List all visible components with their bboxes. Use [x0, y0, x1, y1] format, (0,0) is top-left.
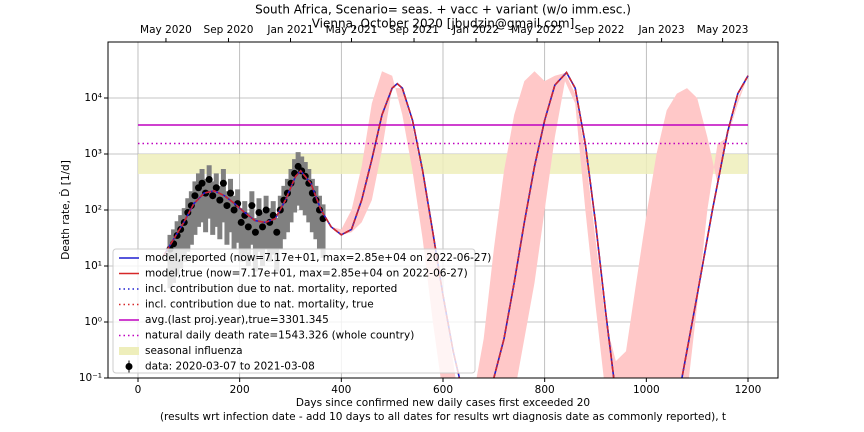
top-tick-label: May 2023 [697, 24, 749, 36]
x-tick-label: 600 [433, 384, 453, 396]
legend-label: seasonal influenza [145, 345, 243, 357]
top-tick-label: May 2020 [140, 24, 192, 36]
data-point [305, 179, 313, 187]
y-tick-label: 10⁴ [84, 92, 102, 104]
data-point [209, 192, 217, 200]
data-point [219, 179, 227, 187]
legend-label: data: 2020-03-07 to 2021-03-08 [145, 361, 315, 373]
y-tick-label: 10⁻¹ [79, 372, 102, 384]
x-tick-label: 200 [230, 384, 250, 396]
legend-label: model,reported (now=7.17e+01, max=2.85e+… [145, 252, 491, 264]
data-point [212, 184, 220, 192]
top-tick-label: Sep 2020 [204, 24, 254, 36]
top-tick-label: May 2022 [511, 24, 563, 36]
y-tick-label: 10¹ [84, 260, 102, 272]
y-tick-label: 10³ [84, 148, 102, 160]
y-tick-label: 10² [84, 204, 102, 216]
data-point [191, 192, 199, 200]
plot-frame [107, 41, 779, 379]
data-point [251, 228, 259, 236]
data-point [216, 196, 224, 204]
top-tick-label: Jan 2022 [452, 24, 499, 36]
data-point [273, 228, 281, 236]
legend-label: model,true (now=7.17e+01, max=2.85e+04 o… [145, 268, 468, 280]
model-line [162, 71, 749, 378]
legend-label: natural daily death rate=1543.326 (whole… [145, 330, 414, 342]
x-tick-label: 400 [331, 384, 351, 396]
legend-label: incl. contribution due to nat. mortality… [145, 283, 397, 295]
legend-key [125, 363, 133, 370]
data-point [244, 223, 252, 231]
y-axis-label: Death rate, Ḋ [1/d] [59, 160, 72, 260]
data-point [248, 202, 256, 210]
influenza-band [137, 154, 749, 174]
x-axis-label-2: (results wrt infection date - add 10 day… [160, 411, 726, 423]
uncertainty-band [320, 71, 749, 378]
legend-key [119, 347, 139, 355]
y-tick-label: 10⁰ [84, 316, 102, 328]
data-point [255, 209, 263, 217]
data-point [269, 211, 277, 219]
model-line [162, 71, 749, 378]
chart-subtitle: Vienna, October 2020 [jbudzin@gmail.com] [312, 17, 575, 31]
data-point [205, 176, 213, 184]
data-point [262, 206, 270, 214]
top-tick-label: Jan 2021 [266, 24, 313, 36]
x-tick-label: 1200 [735, 384, 762, 396]
top-tick-label: Sep 2021 [389, 24, 439, 36]
data-point [223, 202, 231, 210]
data-point [198, 179, 206, 187]
legend-label: incl. contribution due to nat. mortality… [145, 299, 374, 311]
top-tick-label: Sep 2022 [575, 24, 625, 36]
legend-label: avg.(last proj.year),true=3301.345 [145, 314, 329, 326]
top-tick-label: Jan 2023 [637, 24, 684, 36]
data-point [230, 206, 238, 214]
data-point [227, 189, 235, 197]
data-point [259, 223, 267, 231]
x-axis-label: Days since confirmed new daily cases fir… [296, 397, 590, 409]
plot-area [137, 71, 749, 378]
top-tick-label: May 2021 [326, 24, 378, 36]
legend-box [112, 248, 476, 374]
x-tick-label: 0 [135, 384, 142, 396]
data-point [237, 218, 245, 226]
x-tick-label: 1000 [633, 384, 660, 396]
chart-title: South Africa, Scenario= seas. + vacc + v… [255, 3, 631, 17]
x-tick-label: 800 [535, 384, 555, 396]
